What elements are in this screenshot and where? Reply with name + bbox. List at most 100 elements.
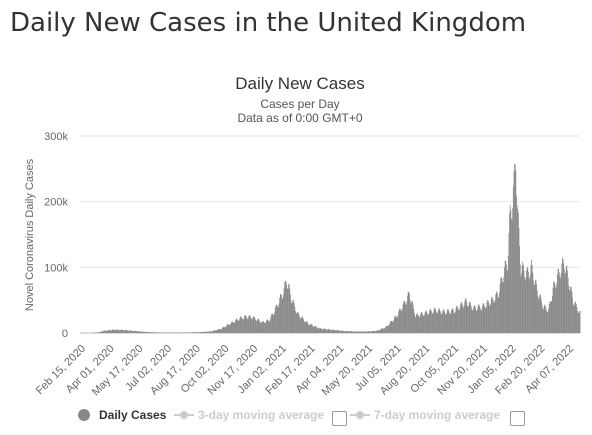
bar	[518, 228, 520, 333]
bar	[523, 264, 524, 333]
bar	[325, 329, 327, 333]
bar	[379, 330, 381, 333]
bar	[148, 332, 150, 333]
bar	[304, 322, 306, 333]
bar	[429, 310, 430, 333]
bar	[314, 326, 316, 333]
bar	[177, 332, 179, 333]
bar	[549, 301, 551, 333]
bar	[254, 318, 256, 333]
bar	[421, 311, 422, 333]
bar	[409, 293, 410, 333]
bar	[430, 309, 432, 333]
bar	[202, 332, 204, 333]
bar	[424, 314, 425, 333]
bar	[293, 299, 294, 333]
bar	[330, 329, 332, 333]
bar	[411, 301, 413, 333]
legend-checkbox-7-day[interactable]	[510, 411, 525, 426]
bar	[485, 306, 487, 333]
bar	[204, 331, 206, 333]
legend-item-3-day-average[interactable]: 3-day moving average	[174, 408, 324, 422]
bar	[521, 273, 522, 333]
bar	[441, 314, 442, 333]
bar	[206, 331, 208, 333]
bar	[366, 331, 368, 333]
bar	[511, 220, 513, 333]
bar	[363, 331, 364, 333]
bar	[385, 326, 387, 333]
bar	[251, 319, 253, 333]
bar	[300, 318, 301, 333]
bar	[497, 297, 499, 333]
bar	[196, 332, 198, 333]
bar	[292, 300, 294, 333]
bar	[192, 332, 194, 333]
bar	[221, 328, 223, 333]
legend-item-daily-cases[interactable]: Daily Cases	[75, 408, 166, 422]
bar	[96, 332, 98, 333]
bar	[101, 331, 103, 333]
bar	[536, 290, 538, 333]
bar	[563, 263, 565, 333]
bar	[344, 331, 346, 333]
bar	[301, 316, 303, 333]
bar	[107, 330, 109, 333]
bar	[96, 332, 97, 333]
bar	[375, 331, 376, 333]
bar	[529, 278, 531, 333]
bar	[362, 331, 364, 333]
bar	[388, 325, 390, 333]
bar	[546, 311, 548, 333]
bar	[288, 284, 290, 333]
bar	[490, 299, 492, 333]
bar	[220, 329, 222, 333]
bar	[217, 329, 219, 333]
bar	[274, 312, 276, 333]
bar	[196, 332, 197, 333]
bar	[133, 330, 135, 333]
bar	[528, 277, 530, 333]
bar	[445, 314, 447, 333]
bar	[354, 331, 356, 333]
bar	[481, 308, 483, 333]
bar	[266, 320, 267, 333]
bar	[157, 332, 158, 333]
bar	[322, 329, 323, 333]
bar	[473, 304, 475, 333]
bar	[227, 324, 228, 333]
bar	[191, 332, 192, 333]
legend-checkbox-3-day[interactable]	[332, 411, 347, 426]
bar	[410, 302, 412, 333]
bar	[499, 283, 501, 333]
bar	[247, 318, 248, 333]
bar	[213, 330, 214, 333]
bar	[201, 331, 202, 333]
bar	[548, 308, 549, 333]
bar	[278, 306, 279, 333]
bar	[247, 318, 249, 333]
bar	[502, 282, 504, 333]
bar	[120, 329, 122, 333]
bar	[124, 330, 126, 333]
bar	[490, 303, 492, 333]
bar	[229, 325, 231, 333]
bar	[392, 321, 394, 333]
bar	[294, 306, 296, 333]
bar	[257, 318, 259, 333]
bar	[351, 331, 352, 333]
bar	[437, 312, 439, 333]
bar	[419, 316, 421, 333]
bar	[454, 313, 456, 333]
bar	[233, 322, 235, 333]
legend-item-7-day-average[interactable]: 7-day moving average	[350, 408, 500, 422]
bar	[568, 285, 570, 333]
bar	[141, 331, 143, 333]
bar	[284, 282, 286, 333]
bar	[502, 282, 504, 333]
bar	[235, 318, 237, 333]
bar	[369, 331, 371, 333]
bar	[575, 301, 577, 333]
bar	[151, 332, 153, 333]
bar	[240, 316, 242, 333]
